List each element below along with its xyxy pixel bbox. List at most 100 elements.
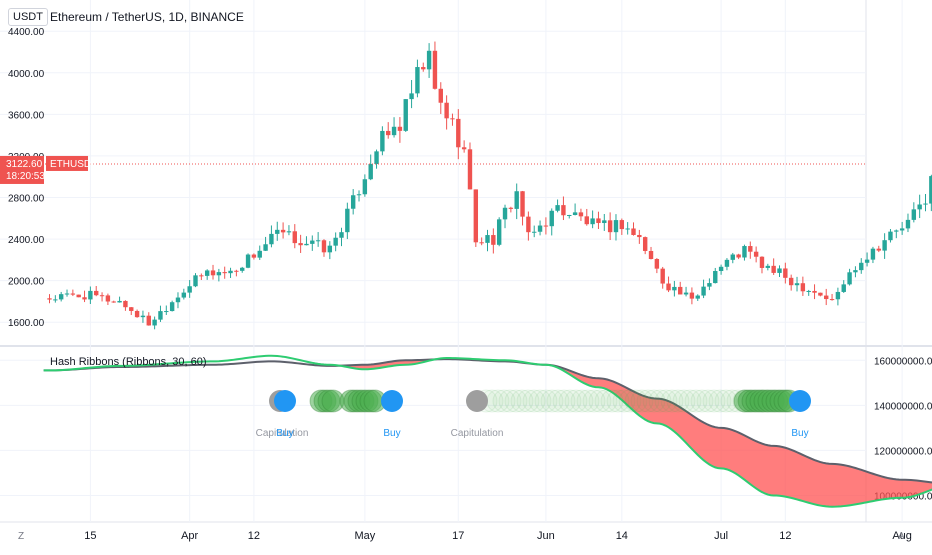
candle-body	[788, 277, 794, 286]
signal-label-capitulation: Capitulation	[256, 428, 309, 439]
candle-body	[683, 292, 689, 295]
candle-body	[123, 300, 128, 308]
candle-body	[76, 294, 81, 298]
signal-circle-faint	[498, 389, 522, 413]
signal-circle-faint	[522, 389, 546, 413]
signal-circle-faint	[534, 389, 558, 413]
candle-body	[64, 293, 70, 295]
time-axis-tick: 17	[452, 530, 464, 542]
signal-circle-faint	[528, 389, 552, 413]
price-axis-tick: 2800.00	[8, 193, 45, 204]
candle-body	[327, 245, 333, 253]
candle-body	[701, 286, 706, 296]
candle-body	[596, 218, 601, 224]
signal-circle-faint	[582, 389, 606, 413]
candle-body	[549, 210, 554, 227]
signal-buy-circle	[274, 390, 296, 412]
signal-circle-faint	[612, 389, 636, 413]
candle-body	[47, 298, 52, 300]
signal-circle-faint	[630, 389, 654, 413]
auto-scale-button[interactable]: A	[898, 531, 905, 542]
candle-body	[853, 270, 858, 273]
candle-body	[193, 275, 198, 287]
candle-body	[58, 294, 64, 300]
time-axis-tick: 12	[248, 530, 260, 542]
candle-body	[625, 228, 630, 230]
candle-body	[707, 283, 712, 287]
time-axis-tick: 14	[616, 530, 628, 542]
candle-body	[117, 300, 122, 303]
signal-capitulation-circle	[466, 390, 488, 412]
signal-circle-faint	[516, 389, 540, 413]
signal-label-buy: Buy	[791, 428, 808, 439]
zoom-icon[interactable]: Z	[18, 531, 25, 542]
price-axis-tick: 3600.00	[8, 110, 45, 121]
signal-circle-faint	[672, 389, 696, 413]
price-axis-tick: 4400.00	[8, 27, 45, 38]
candle-body	[526, 216, 531, 233]
candle-body	[859, 262, 864, 271]
candle-body	[508, 207, 514, 209]
candle-body	[292, 231, 297, 244]
signal-circle-faint	[552, 389, 576, 413]
candle-body	[742, 246, 747, 258]
candle-body	[94, 290, 99, 296]
candle-body	[158, 311, 163, 320]
candle-body	[187, 286, 192, 293]
candles	[47, 41, 932, 330]
signal-circle-faint	[666, 389, 690, 413]
candle-body	[771, 265, 776, 273]
price-axis-tick: 2000.00	[8, 277, 45, 288]
candle-body	[631, 228, 636, 235]
candle-body	[824, 295, 829, 300]
candle-body	[829, 299, 835, 301]
symbol-badge	[46, 155, 88, 171]
signal-circle-faint	[708, 389, 732, 413]
candle-body	[53, 299, 58, 301]
signal-circle-faint	[624, 389, 648, 413]
candle-body	[380, 130, 385, 152]
candle-body	[806, 290, 811, 292]
candle-body	[356, 194, 362, 196]
candle-body	[485, 235, 490, 243]
candle-body	[134, 310, 140, 318]
candle-body	[421, 67, 426, 70]
signal-label-capitulation: Capitulation	[451, 428, 504, 439]
candle-body	[304, 243, 309, 246]
candle-body	[648, 250, 654, 260]
time-axis-tick: May	[354, 530, 375, 542]
candle-body	[310, 240, 315, 244]
candle-body	[899, 228, 905, 231]
candle-body	[438, 88, 443, 103]
candle-body	[514, 191, 519, 209]
candle-body	[70, 293, 76, 295]
candle-body	[584, 216, 589, 225]
signal-buy-circle	[381, 390, 403, 412]
ribbon-fast-line	[43, 354, 932, 508]
candle-body	[240, 267, 245, 271]
candle-body	[105, 295, 111, 302]
candle-body	[450, 118, 455, 120]
candle-body	[724, 259, 730, 267]
candle-body	[368, 163, 373, 180]
signal-circle-faint	[588, 389, 612, 413]
candle-body	[672, 286, 677, 291]
candle-body	[228, 270, 233, 274]
signal-circle-faint	[540, 389, 564, 413]
last-price-badge	[0, 155, 44, 184]
currency-button[interactable]: USDT	[8, 8, 48, 26]
candle-body	[777, 268, 782, 273]
candle-body	[216, 272, 222, 276]
candle-body	[713, 271, 718, 284]
candle-body	[882, 240, 887, 251]
candle-body	[199, 275, 204, 277]
candle-body	[263, 244, 268, 251]
candle-body	[251, 254, 257, 258]
candle-body	[280, 229, 286, 233]
indicator-legend[interactable]: Hash Ribbons (Ribbons, 30, 60)	[50, 356, 207, 368]
candle-body	[637, 234, 642, 238]
candle-body	[82, 297, 87, 300]
signal-circle-faint	[546, 389, 570, 413]
